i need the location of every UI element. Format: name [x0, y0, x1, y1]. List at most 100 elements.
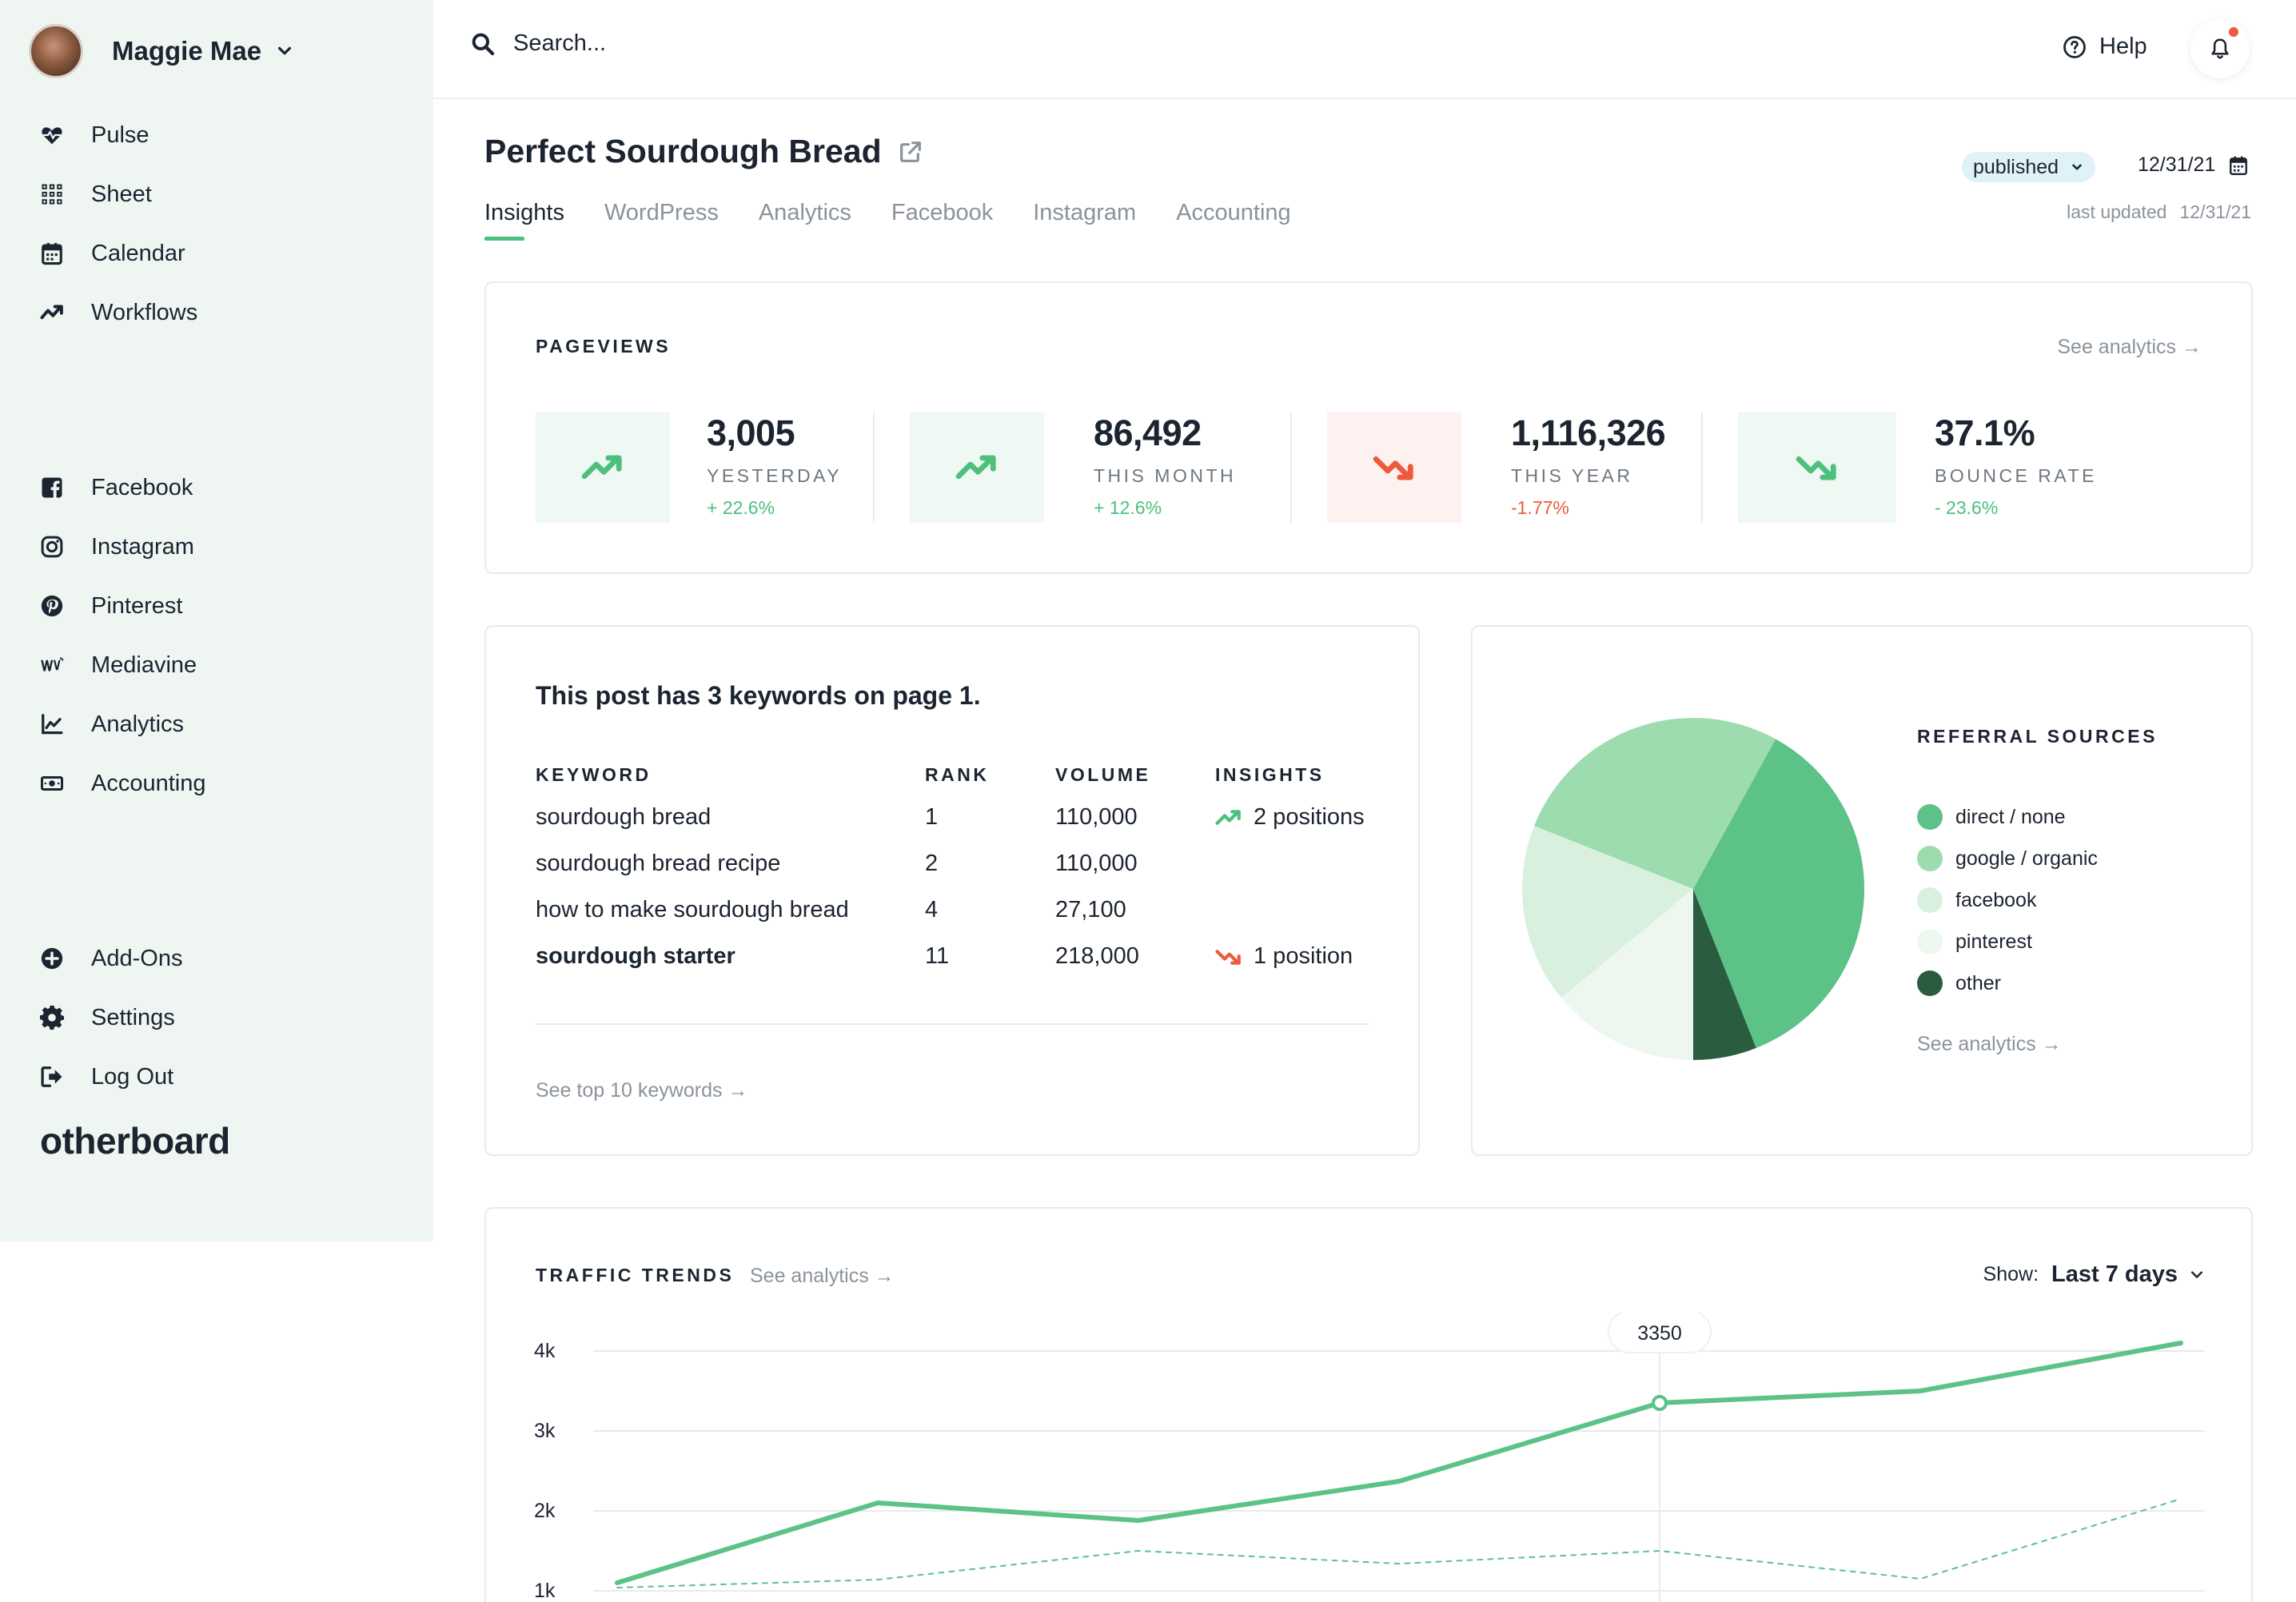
tab-accounting[interactable]: Accounting — [1176, 200, 1291, 225]
rank-cell: 1 — [925, 804, 939, 830]
table-row[interactable]: sourdough starter 11 218,000 1 position — [536, 935, 1375, 982]
last-updated: last updated 12/31/21 — [2067, 201, 2251, 223]
keyword-cell: sourdough bread — [536, 804, 712, 830]
stat-change: + 12.6% — [1094, 497, 1162, 518]
pie-slice-google-organic[interactable] — [1534, 718, 1776, 889]
stat-value: 1,116,326 — [1511, 412, 1666, 453]
stat-label: THIS YEAR — [1511, 465, 1633, 486]
see-top-keywords-link[interactable]: See top 10 keywords → — [536, 1079, 748, 1102]
sidebar-item-label: Mediavine — [91, 652, 197, 678]
pie-slice-other[interactable] — [1693, 889, 1756, 1060]
search-input[interactable] — [513, 30, 913, 57]
stat-change: - 23.6% — [1935, 497, 1999, 518]
referral-pie-chart[interactable] — [1521, 716, 1866, 1062]
legend-label: google / organic — [1955, 847, 2098, 870]
keywords-table: KEYWORD RANK VOLUME INSIGHTS sourdough b… — [536, 764, 1375, 982]
highlight-point[interactable] — [1652, 1395, 1668, 1411]
publish-date-value: 12/31/21 — [2138, 153, 2216, 176]
traffic-card: TRAFFIC TRENDS See analytics → Show: Las… — [484, 1207, 2253, 1602]
user-name[interactable]: Maggie Mae — [112, 36, 262, 66]
chevron-down-icon[interactable] — [276, 42, 293, 60]
see-analytics-link[interactable]: See analytics → — [1917, 1033, 2062, 1055]
sidebar-item-settings[interactable]: Settings — [38, 988, 182, 1047]
insight-text: 1 position — [1254, 943, 1353, 969]
logout-icon — [38, 1063, 66, 1090]
chevron-down-icon — [2190, 1270, 2203, 1278]
volume-cell: 27,100 — [1055, 897, 1126, 923]
status-label: published — [1973, 155, 2059, 178]
stat-this-year: 1,116,326 THIS YEAR -1.77% — [1327, 412, 1666, 523]
external-link-icon[interactable] — [898, 139, 923, 165]
tab-bar: Insights WordPress Analytics Facebook In… — [484, 200, 1331, 241]
sidebar-item-add-ons[interactable]: Add-Ons — [38, 929, 182, 988]
legend-swatch — [1917, 887, 1943, 913]
chart-tooltip: 3350 — [1608, 1313, 1712, 1353]
sidebar-item-sheet[interactable]: Sheet — [38, 165, 197, 224]
legend-item: google / organic — [1917, 838, 2098, 879]
nav-group-account: Add-Ons Settings Log Out — [38, 929, 182, 1106]
pageviews-card: PAGEVIEWS See analytics → 3,005 YESTERDA… — [484, 281, 2253, 574]
table-row[interactable]: sourdough bread 1 110,000 2 positions — [536, 796, 1375, 843]
sidebar-item-instagram[interactable]: Instagram — [38, 517, 206, 576]
pie-slice-direct-none[interactable] — [1693, 739, 1864, 1048]
sidebar-item-facebook[interactable]: Facebook — [38, 458, 206, 517]
sidebar-item-workflows[interactable]: Workflows — [38, 283, 197, 342]
y-tick-label: 4k — [534, 1340, 556, 1362]
grid-icon — [38, 181, 66, 208]
pie-slice-facebook[interactable] — [1522, 826, 1693, 998]
tab-instagram[interactable]: Instagram — [1033, 200, 1137, 225]
last-updated-label: last updated — [2067, 201, 2167, 222]
range-dropdown[interactable]: Show: Last 7 days — [1983, 1261, 2205, 1288]
trend-icon — [38, 299, 66, 326]
sidebar-item-log-out[interactable]: Log Out — [38, 1047, 182, 1106]
stat-bounce-rate: 37.1% BOUNCE RATE - 23.6% — [1738, 412, 2138, 523]
y-tick-label: 1k — [534, 1580, 556, 1602]
see-analytics-link[interactable]: See analytics → — [750, 1265, 895, 1287]
sidebar-item-analytics[interactable]: Analytics — [38, 695, 206, 754]
table-row[interactable]: sourdough bread recipe 2 110,000 — [536, 843, 1375, 889]
sidebar-item-pinterest[interactable]: Pinterest — [38, 576, 206, 636]
table-row[interactable]: how to make sourdough bread 4 27,100 — [536, 889, 1375, 935]
sidebar-item-pulse[interactable]: Pulse — [38, 106, 197, 165]
sidebar-item-mediavine[interactable]: Mediavine — [38, 636, 206, 695]
volume-cell: 110,000 — [1055, 804, 1138, 830]
stat-this-month: 86,492 THIS MONTH + 12.6% — [910, 412, 1246, 523]
rank-cell: 11 — [925, 943, 950, 969]
calendar-icon[interactable] — [2228, 155, 2249, 176]
brand-logo[interactable]: otherboard — [40, 1120, 230, 1162]
tab-analytics[interactable]: Analytics — [758, 200, 851, 225]
sidebar-item-label: Settings — [91, 1004, 175, 1030]
help-button[interactable]: Help — [2063, 34, 2147, 60]
tab-facebook[interactable]: Facebook — [891, 200, 994, 225]
avatar[interactable] — [29, 24, 83, 78]
see-analytics-link[interactable]: See analytics → — [2057, 336, 2202, 358]
rank-cell: 4 — [925, 897, 939, 923]
column-header-keyword: KEYWORD — [536, 764, 652, 785]
publish-date: 12/31/21 — [2138, 153, 2249, 177]
user-menu[interactable]: Maggie Mae — [29, 24, 293, 78]
bell-icon — [2211, 38, 2229, 59]
traffic-line-chart[interactable]: 4k 3k 2k 1k 3350 — [518, 1313, 2229, 1602]
stat-yesterday: 3,005 YESTERDAY + 22.6% — [536, 412, 839, 523]
pie-slice-pinterest[interactable] — [1561, 889, 1693, 1060]
trend-box — [1327, 412, 1461, 523]
facebook-icon — [38, 474, 66, 501]
keyword-cell: how to make sourdough bread — [536, 897, 849, 923]
sidebar-item-label: Calendar — [91, 240, 185, 266]
notifications-button[interactable] — [2190, 19, 2250, 78]
sidebar-item-label: Facebook — [91, 474, 193, 500]
sidebar-item-label: Accounting — [91, 770, 206, 796]
tab-wordpress[interactable]: WordPress — [604, 200, 719, 225]
trend-box — [536, 412, 670, 523]
search-bar[interactable] — [470, 30, 913, 57]
status-dropdown[interactable]: published — [1962, 152, 2096, 182]
trend-down-icon — [1373, 456, 1413, 480]
trend-down-icon — [1796, 456, 1836, 480]
tab-insights[interactable]: Insights — [484, 200, 564, 241]
volume-cell: 110,000 — [1055, 851, 1138, 876]
sidebar-item-calendar[interactable]: Calendar — [38, 224, 197, 283]
sidebar-item-label: Analytics — [91, 711, 185, 737]
sidebar-item-label: Sheet — [91, 181, 152, 207]
stat-label: THIS MONTH — [1094, 465, 1237, 486]
sidebar-item-accounting[interactable]: Accounting — [38, 754, 206, 813]
